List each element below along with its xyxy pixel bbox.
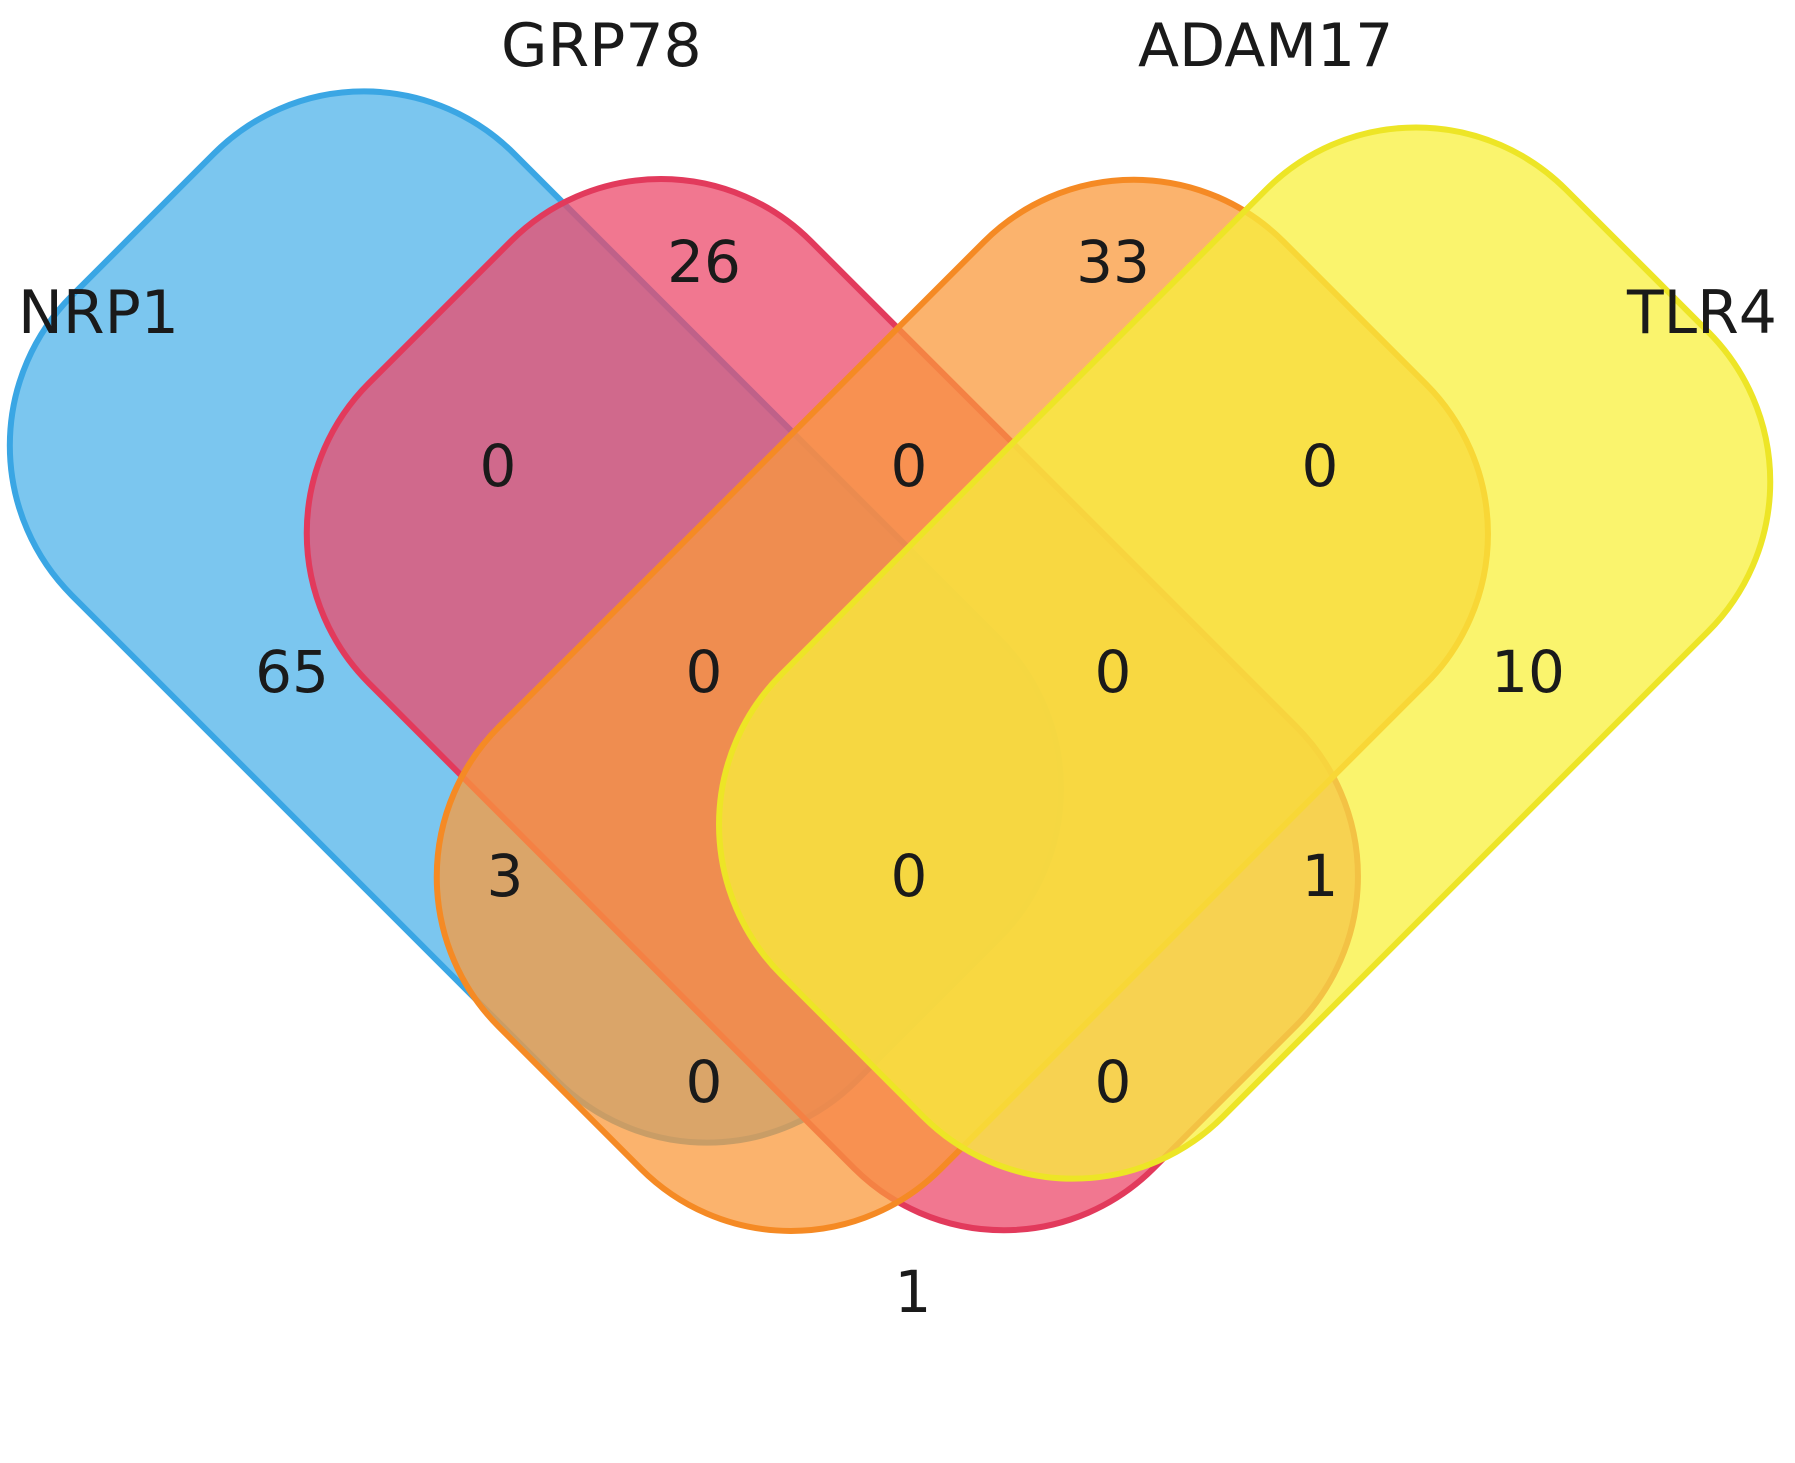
region-grp78-adam17: 0 bbox=[891, 432, 928, 500]
tlr4-set-shape bbox=[716, 124, 1774, 1182]
region-nrp1-only: 65 bbox=[255, 638, 329, 706]
region-nrp1-grp78-tlr4: 0 bbox=[1095, 1048, 1132, 1116]
region-all-four: 0 bbox=[891, 842, 928, 910]
region-nrp1-grp78-adam17: 0 bbox=[686, 638, 723, 706]
tlr4-label: TLR4 bbox=[1626, 278, 1777, 348]
region-grp78-tlr4: 1 bbox=[1302, 842, 1339, 910]
region-nrp1-tlr4: 1 bbox=[895, 1258, 932, 1326]
region-adam17-only: 33 bbox=[1076, 228, 1150, 296]
region-tlr4-only: 10 bbox=[1491, 638, 1565, 706]
nrp1-label: NRP1 bbox=[18, 278, 179, 348]
region-adam17-tlr4: 0 bbox=[1302, 432, 1339, 500]
adam17-label: ADAM17 bbox=[1138, 11, 1393, 81]
region-nrp1-adam17: 3 bbox=[487, 842, 524, 910]
region-grp78-adam17-tlr4: 0 bbox=[1095, 638, 1132, 706]
region-nrp1-adam17-tlr4: 0 bbox=[686, 1048, 723, 1116]
region-grp78-only: 26 bbox=[667, 228, 741, 296]
region-nrp1-grp78: 0 bbox=[480, 432, 517, 500]
grp78-label: GRP78 bbox=[501, 11, 702, 81]
